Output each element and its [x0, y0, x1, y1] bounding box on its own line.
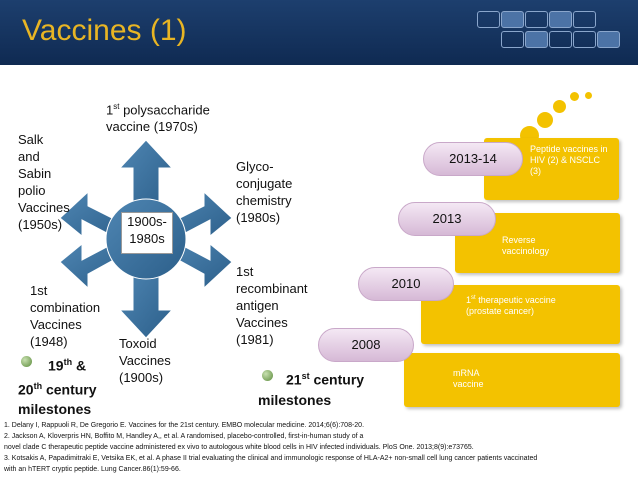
decor-dot-1 — [570, 92, 579, 101]
caption-right-a-sup: st — [301, 371, 310, 381]
timeline-box-2010 — [421, 285, 620, 344]
timeline-text-2010-num: 1 — [466, 295, 472, 305]
label-combination: 1st combination Vaccines (1948) — [30, 283, 101, 349]
label-polysaccharide: 1st polysaccharide vaccine (1970s) — [106, 98, 210, 135]
header-square-2 — [501, 11, 524, 28]
bullet-icon-left — [21, 356, 32, 367]
references: 1. Delany I, Rappuoli R, De Gregorio E. … — [4, 420, 634, 475]
polysaccharide-sup: st — [113, 102, 120, 111]
caption-left: 19th & 20th century milestones — [18, 352, 128, 419]
header-square-5 — [573, 11, 596, 28]
timeline-year-2008: 2008 — [318, 328, 414, 362]
center-era-label: 1900s- 1980s — [127, 214, 167, 246]
header-square-1 — [477, 11, 500, 28]
bullet-icon-right — [262, 370, 273, 381]
reference-3a: 3. Kotsakis A, Papadimitraki E, Vetsika … — [4, 455, 538, 462]
reference-2a: 2. Jackson A, Kloverpris HN, Boffito M, … — [4, 433, 364, 440]
header-square-10 — [597, 31, 620, 48]
label-glyco: Glyco- conjugate chemistry (1980s) — [236, 159, 293, 225]
header-square-9 — [573, 31, 596, 48]
caption-right: 21st century milestones — [258, 366, 388, 410]
reference-3b: with an hTERT cryptic peptide. Lung Canc… — [4, 466, 181, 473]
header-square-8 — [549, 31, 572, 48]
caption-left-a: 19 — [48, 357, 64, 374]
caption-left-e: milestones — [18, 401, 92, 418]
timeline-text-2008: mRNA vaccine — [453, 368, 484, 389]
reference-2b: novel clade C therapeutic peptide vaccin… — [4, 444, 474, 451]
timeline-text-2010-sup: st — [471, 295, 476, 301]
slide-title: Vaccines (1) — [22, 14, 187, 47]
header-square-6 — [501, 31, 524, 48]
timeline-year-2013-14: 2013-14 — [423, 142, 523, 176]
label-salk: Salk and Sabin polio Vaccines (1950s) — [18, 132, 70, 232]
caption-left-c: 20 — [18, 381, 34, 398]
label-recombinant: 1st recombinant antigen Vaccines (1981) — [236, 264, 308, 347]
caption-left-c-sup: th — [33, 380, 43, 391]
caption-left-b: & — [72, 357, 87, 374]
timeline-year-2013: 2013 — [398, 202, 496, 236]
decor-dot-3 — [537, 112, 553, 128]
reference-1: 1. Delany I, Rappuoli R, De Gregorio E. … — [4, 422, 365, 429]
caption-right-c: milestones — [258, 391, 332, 408]
decor-dot-5 — [585, 92, 592, 99]
caption-left-d: century — [42, 381, 97, 398]
timeline-text-2010-rest: therapeutic vaccine (prostate cancer) — [466, 295, 556, 316]
timeline-box-2008 — [404, 353, 620, 407]
polysaccharide-line2: vaccine (1970s) — [106, 119, 198, 135]
header-square-7 — [525, 31, 548, 48]
timeline-year-2010: 2010 — [358, 267, 454, 301]
polysaccharide-num: 1 — [106, 102, 114, 118]
decor-dot-2 — [553, 100, 566, 113]
label-toxoid: Toxoid Vaccines (1900s) — [119, 336, 171, 385]
polysaccharide-text: polysaccharide — [119, 102, 210, 118]
caption-left-a-sup: th — [63, 357, 73, 367]
timeline-text-2013: Reverse vaccinology — [502, 235, 550, 256]
header-square-4 — [549, 11, 572, 28]
timeline-text-2013-14: Peptide vaccines in HIV (2) & NSCLC (3) — [530, 144, 608, 176]
timeline-text-2010: 1st therapeutic vaccine (prostate cancer… — [466, 293, 571, 317]
center-era-box: 1900s- 1980s — [121, 212, 173, 254]
caption-right-b: century — [309, 371, 365, 388]
header-square-3 — [525, 11, 548, 28]
caption-right-a: 21 — [286, 371, 302, 388]
